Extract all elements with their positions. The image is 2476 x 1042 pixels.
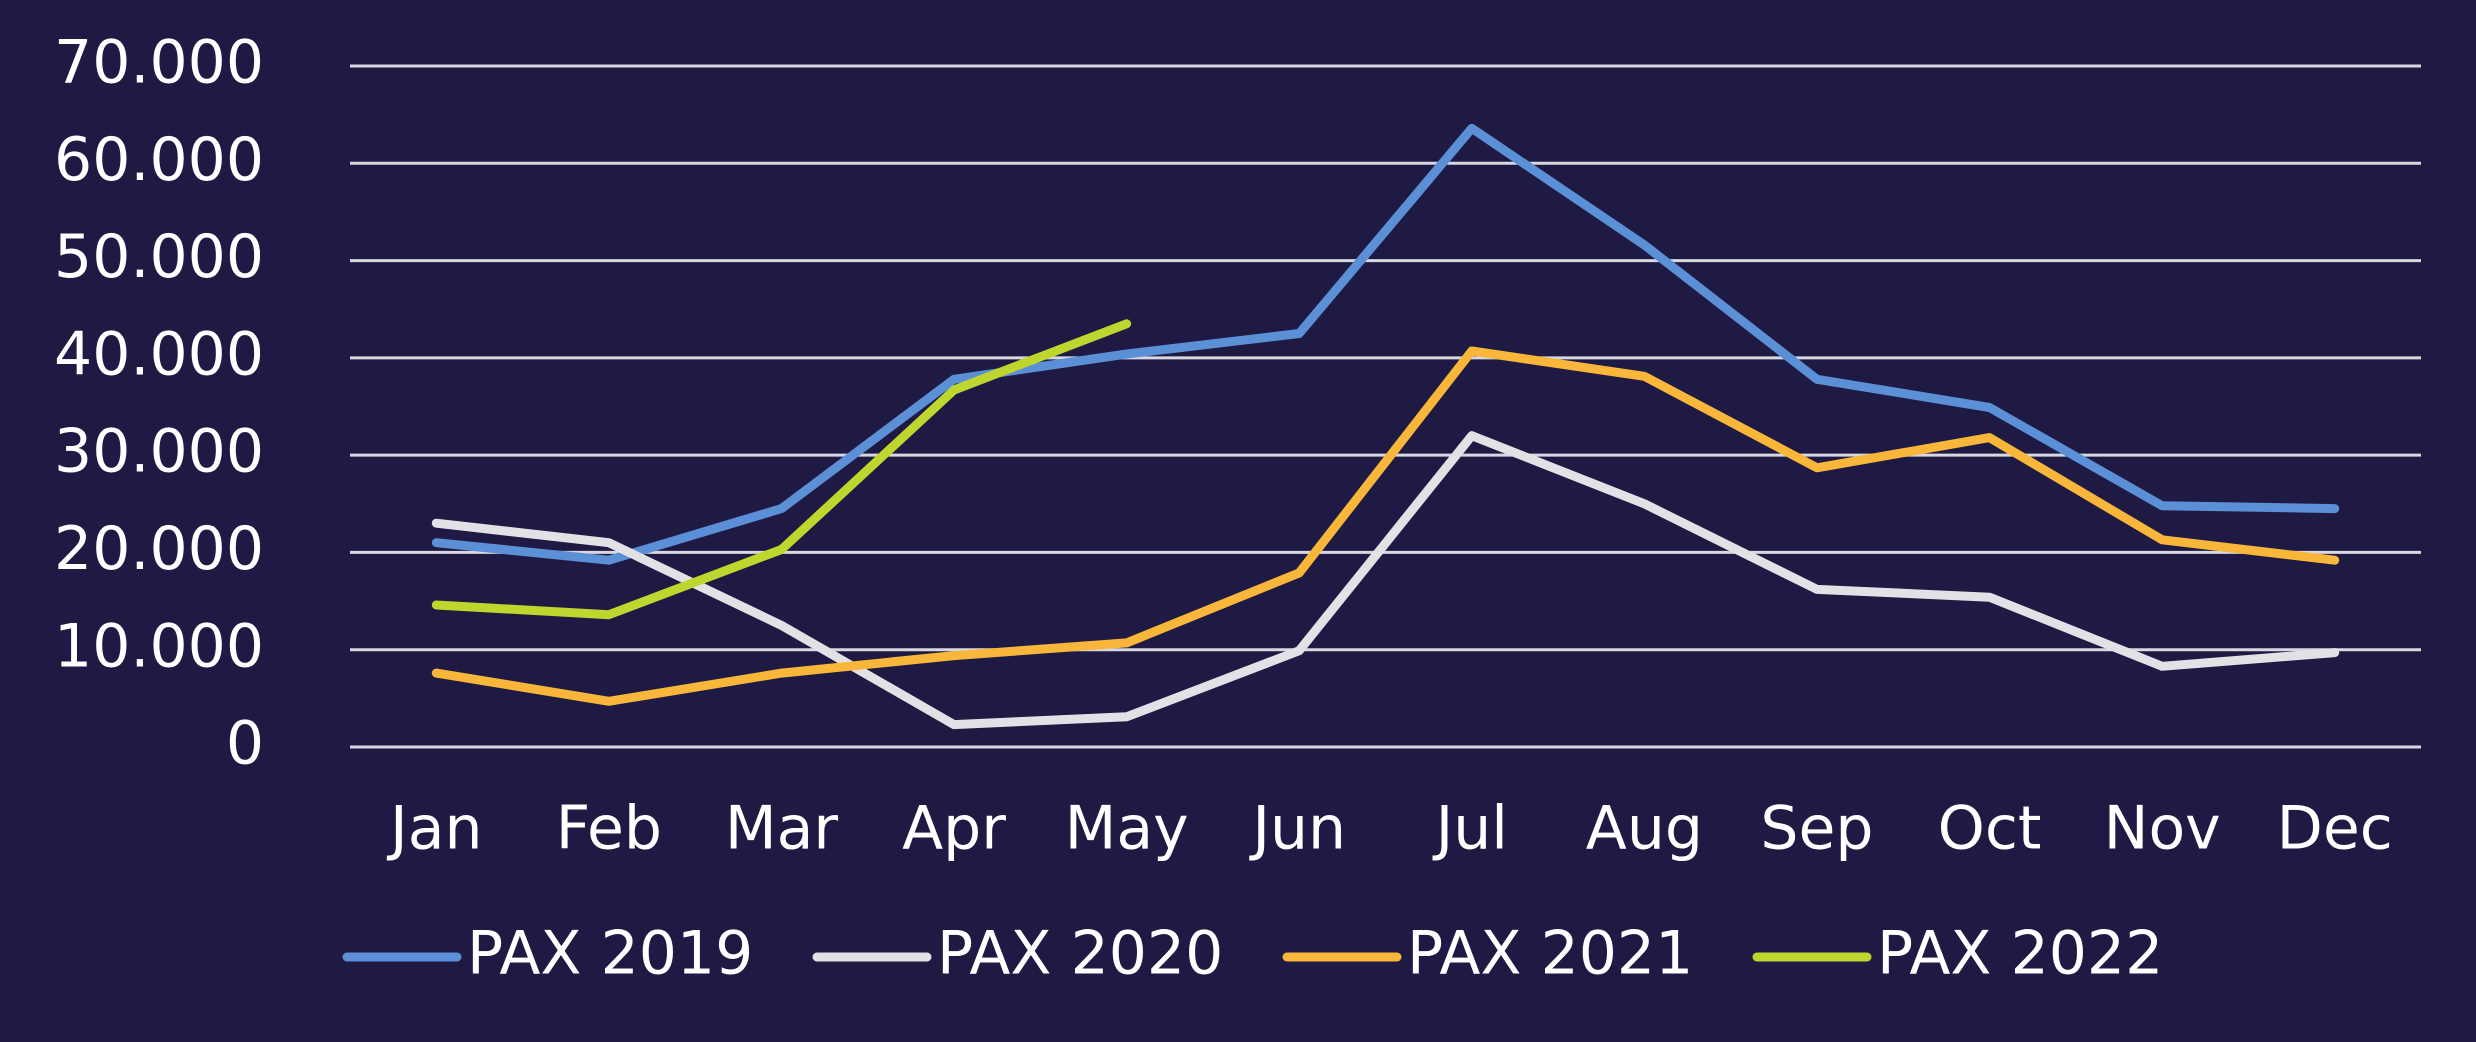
y-tick-label: 30.000 bbox=[54, 417, 264, 487]
y-tick-label: 20.000 bbox=[54, 514, 264, 584]
series-line bbox=[431, 123, 2340, 565]
x-tick-label: Apr bbox=[902, 794, 1006, 864]
y-tick-label: 10.000 bbox=[54, 611, 264, 681]
y-tick-label: 0 bbox=[226, 709, 264, 779]
x-tick-label: Aug bbox=[1586, 794, 1703, 864]
x-tick-label: Oct bbox=[1938, 794, 2042, 864]
x-tick-label: Jun bbox=[1248, 794, 1346, 864]
y-tick-label: 50.000 bbox=[54, 222, 264, 292]
x-tick-label: Jul bbox=[1432, 794, 1508, 864]
y-tick-label: 40.000 bbox=[54, 319, 264, 389]
y-tick-label: 70.000 bbox=[54, 28, 264, 98]
x-tick-label: Sep bbox=[1760, 794, 1873, 864]
legend-label: PAX 2020 bbox=[937, 919, 1223, 989]
x-tick-label: Mar bbox=[725, 794, 839, 864]
series-line bbox=[431, 346, 2340, 706]
series-line bbox=[431, 319, 1132, 620]
x-tick-label: Feb bbox=[556, 794, 662, 864]
legend-label: PAX 2021 bbox=[1407, 919, 1693, 989]
legend-label: PAX 2019 bbox=[467, 919, 753, 989]
legend-label: PAX 2022 bbox=[1877, 919, 2163, 989]
x-tick-label: Dec bbox=[2277, 794, 2393, 864]
x-tick-label: Nov bbox=[2104, 794, 2221, 864]
x-tick-label: May bbox=[1065, 794, 1189, 864]
series-line bbox=[431, 431, 2340, 730]
x-tick-label: Jan bbox=[386, 794, 483, 864]
y-tick-label: 60.000 bbox=[54, 125, 264, 195]
